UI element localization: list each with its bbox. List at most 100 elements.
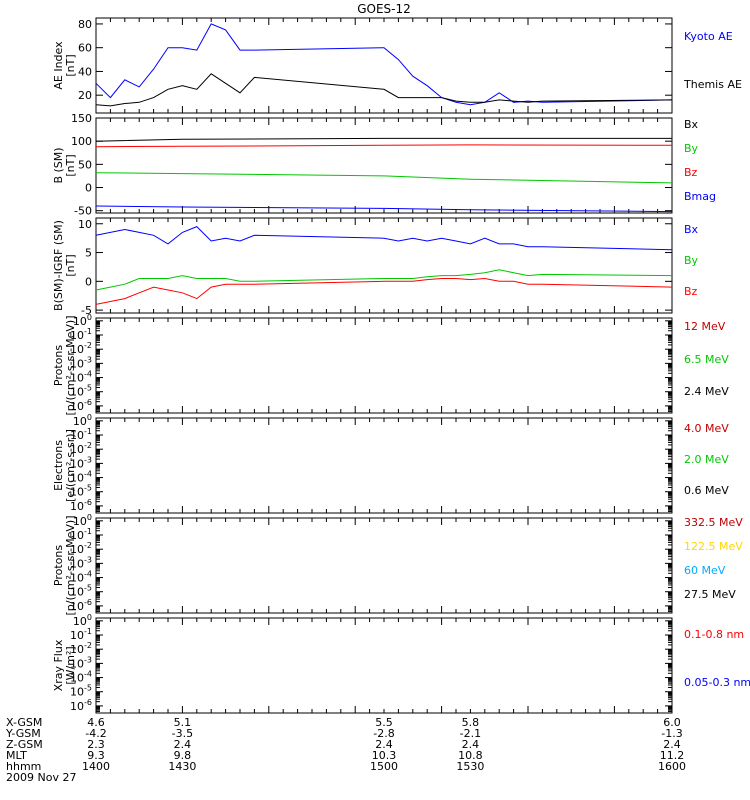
y-axis-unit: [nT] [64, 254, 77, 276]
y-tick-label: 0 [85, 182, 92, 195]
legend-label: By [684, 254, 699, 267]
x-tick-value: 1500 [370, 760, 398, 773]
x-row-label: Y-GSM [5, 727, 41, 740]
legend-label: 0.1-0.8 nm [684, 628, 744, 641]
legend-label: Themis AE [683, 78, 742, 91]
x-tick-value: 9.8 [174, 749, 192, 762]
y-axis-unit: [nT] [64, 154, 77, 176]
date-label: 2009 Nov 27 [6, 771, 76, 784]
x-tick-value: -4.2 [85, 727, 106, 740]
panel-3: -5 0 5 10 B(SM)-IGRF (SM) [nT] Bx By Bz [52, 217, 699, 317]
x-row-label: hhmm [6, 760, 41, 773]
y-tick-label: 80 [78, 18, 92, 31]
x-row-label: MLT [6, 749, 27, 762]
y-axis-label: Protons [52, 345, 65, 386]
legend-label: 12 MeV [684, 320, 726, 333]
y-tick-label: 5 [85, 247, 92, 260]
x-row-label: X-GSM [6, 716, 42, 729]
legend-label: Bmag [684, 190, 716, 203]
legend-label: Bz [684, 285, 698, 298]
legend-label: Bx [684, 223, 699, 236]
series-line-by [95, 172, 673, 184]
y-tick-label: -50 [74, 205, 92, 218]
y-axis-label: Protons [52, 545, 65, 586]
legend-label: 2.4 MeV [684, 385, 729, 398]
series-line-themis-ae [95, 73, 673, 107]
series-line-bmag [95, 205, 673, 213]
x-tick-value: 10.8 [458, 749, 483, 762]
y-tick-label: 150 [71, 112, 92, 125]
x-tick-value: 6.0 [663, 716, 681, 729]
series-line-bz [95, 144, 673, 148]
legend-label: 0.6 MeV [684, 484, 729, 497]
y-axis-label: Electrons [52, 440, 65, 491]
x-tick-value: -3.5 [172, 727, 193, 740]
x-tick-value: 2.4 [375, 738, 393, 751]
y-tick-label: 60 [78, 42, 92, 55]
y-axis-label: AE Index [52, 41, 65, 90]
y-tick-label: 10-6 [70, 698, 92, 713]
legend-label: Kyoto AE [684, 30, 733, 43]
y-tick-label: 10-5 [70, 684, 92, 699]
y-tick-label: 50 [78, 158, 92, 171]
plot-title: GOES-12 [357, 2, 411, 16]
panel-frame [95, 417, 673, 514]
x-tick-value: 2.3 [87, 738, 105, 751]
panel-frame [95, 317, 673, 414]
legend-label: 332.5 MeV [684, 516, 743, 529]
x-tick-value: 4.6 [87, 716, 105, 729]
series-line-by [95, 269, 673, 291]
y-axis-unit: [nT] [64, 54, 77, 76]
y-axis-unit: [W/m²] [64, 646, 77, 684]
x-tick-value: 5.1 [174, 716, 192, 729]
series-line-kyoto-ae [95, 23, 673, 106]
y-axis-unit: [p/(cm²-s-sr-MeV)] [64, 516, 77, 616]
x-tick-value: -2.1 [460, 727, 481, 740]
x-tick-value: 5.8 [462, 716, 480, 729]
y-tick-label: 40 [78, 65, 92, 78]
y-axis-unit: [p/(cm²-s-sr-MeV)] [64, 316, 77, 416]
panel-frame [95, 17, 673, 114]
x-tick-value: 9.3 [87, 749, 105, 762]
legend-label: Bz [684, 166, 698, 179]
legend-label: 60 MeV [684, 564, 726, 577]
series-line-bx [95, 137, 672, 142]
legend-label: 27.5 MeV [684, 588, 736, 601]
y-tick-label: 0 [85, 275, 92, 288]
x-tick-value: 2.4 [462, 738, 480, 751]
legend-label: 122.5 MeV [684, 540, 743, 553]
panel-1: 20 40 60 80 AE Index [nT] Kyoto AE Themis AE [52, 17, 742, 114]
x-tick-value: -1.3 [661, 727, 682, 740]
x-tick-value: 1430 [168, 760, 196, 773]
x-tick-value: 11.2 [660, 749, 685, 762]
y-tick-label: -5 [81, 304, 92, 317]
y-tick-label: 20 [78, 89, 92, 102]
y-axis-unit: [e/(cm²-s-sr)] [64, 429, 77, 502]
legend-label: 4.0 MeV [684, 422, 729, 435]
x-row-label: Z-GSM [6, 738, 43, 751]
y-axis-label: B(SM)-IGRF (SM) [52, 220, 65, 311]
x-tick-value: 5.5 [375, 716, 393, 729]
y-tick-label: 100 [73, 413, 92, 428]
panel-2: -50 0 50 100 150 B (SM) [nT] Bx By Bz Bmag [52, 112, 716, 218]
y-tick-label: 10 [78, 218, 92, 231]
legend-label: Bx [684, 118, 699, 131]
panel-frame [95, 517, 673, 614]
y-tick-label: 100 [71, 135, 92, 148]
x-tick-value: -2.8 [373, 727, 394, 740]
legend-label: 0.05-0.3 nm [684, 676, 750, 689]
series-line-bx [95, 226, 673, 251]
x-tick-value: 1400 [82, 760, 110, 773]
x-tick-value: 1600 [658, 760, 686, 773]
x-tick-value: 2.4 [174, 738, 192, 751]
panel-frame [95, 617, 673, 714]
x-tick-value: 2.4 [663, 738, 681, 751]
y-tick-label: 100 [73, 613, 92, 628]
legend-label: By [684, 142, 699, 155]
x-tick-value: 10.3 [372, 749, 397, 762]
